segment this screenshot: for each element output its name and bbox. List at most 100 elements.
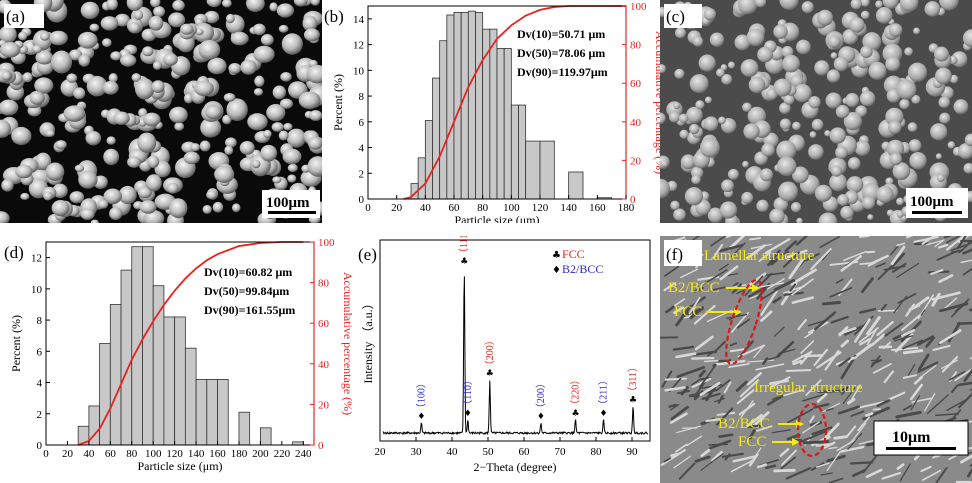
panel-label-b: (b)	[324, 7, 344, 26]
microstructure-texture	[730, 459, 753, 473]
powder-particle	[892, 162, 911, 180]
powder-particle	[78, 54, 91, 67]
powder-particle	[686, 106, 703, 124]
microstructure-texture	[842, 387, 856, 405]
microstructure-texture	[714, 397, 726, 403]
powder-particle	[885, 107, 904, 126]
microstructure-texture	[902, 349, 924, 355]
sem-powder-c: (c) 100μm	[660, 0, 972, 223]
powder-particle	[143, 112, 161, 127]
panel-label-e: (e)	[358, 245, 377, 264]
powder-particle	[230, 31, 249, 46]
microstructure-texture	[676, 366, 706, 378]
microstructure-texture	[700, 453, 724, 471]
powder-particle	[899, 0, 919, 12]
microstructure-texture	[677, 390, 690, 395]
y-tick-label: 12	[353, 40, 364, 52]
microstructure-texture	[686, 435, 703, 447]
y-tick-label: 0	[359, 194, 365, 206]
powder-particle	[859, 90, 876, 107]
powder-particle	[73, 87, 86, 100]
microstructure-texture	[956, 236, 967, 250]
panel-label-a: (a)	[6, 7, 25, 26]
powder-particle	[224, 137, 237, 148]
powder-particle	[689, 74, 709, 94]
microstructure-texture	[716, 407, 734, 426]
powder-particle	[66, 73, 78, 83]
microstructure-texture	[913, 236, 939, 243]
x-tick-label: 80	[591, 446, 603, 458]
powder-particle	[783, 94, 795, 105]
microstructure-texture	[894, 333, 914, 353]
powder-particle	[668, 111, 681, 123]
peak-index-label: （311）	[627, 362, 639, 397]
powder-particle	[247, 113, 268, 131]
powder-particle	[287, 174, 297, 183]
microstructure-texture	[676, 425, 702, 434]
microstructure-texture	[765, 271, 785, 277]
powder-particle	[837, 194, 849, 206]
microstructure-texture	[791, 285, 805, 291]
microstructure-texture	[833, 435, 849, 440]
powder-particle	[695, 100, 705, 110]
microstructure-texture	[764, 238, 791, 254]
size-statistic: Dv(10)=60.82 μm	[204, 265, 292, 279]
powder-particle	[198, 39, 221, 60]
histogram-bar	[131, 246, 143, 446]
powder-particle	[307, 137, 322, 150]
microstructure-texture	[917, 361, 939, 373]
y-tick-label: 8	[37, 315, 43, 327]
microstructure-texture	[755, 363, 785, 371]
microstructure-texture	[920, 465, 932, 473]
microstructure-texture	[760, 310, 773, 322]
powder-particle	[743, 123, 760, 140]
powder-particle	[938, 96, 950, 109]
microstructure-texture	[819, 236, 840, 248]
histogram-bar	[432, 77, 441, 200]
microstructure-texture	[771, 396, 779, 401]
microstructure-texture	[815, 462, 830, 468]
powder-particle	[947, 141, 956, 149]
microstructure-texture	[745, 244, 766, 260]
microstructure-texture	[896, 463, 905, 470]
microstructure-texture	[773, 278, 796, 292]
fcc-peak-marker: ♣	[460, 257, 468, 267]
powder-particle	[716, 68, 725, 78]
powder-particle	[195, 28, 204, 36]
powder-particle	[703, 8, 717, 21]
powder-particle	[282, 148, 302, 165]
powder-particle	[74, 164, 85, 172]
powder-particle	[782, 54, 800, 73]
powder-particle	[137, 132, 157, 153]
microstructure-texture	[694, 335, 714, 351]
microstructure-texture	[792, 359, 803, 366]
x-tick-label: 80	[126, 448, 138, 460]
microstructure-texture	[883, 370, 895, 384]
microstructure-texture	[770, 258, 778, 266]
powder-particle	[279, 98, 294, 109]
microstructure-texture	[663, 282, 677, 292]
microstructure-texture	[728, 363, 750, 369]
powder-particle	[935, 153, 942, 160]
powder-particle	[183, 151, 200, 165]
powder-particle	[110, 51, 122, 61]
legend-marker: ♣	[552, 250, 561, 261]
microstructure-texture	[784, 240, 798, 252]
microstructure-texture	[843, 250, 867, 262]
legend-label: FCC	[562, 247, 585, 261]
microstructure-texture	[829, 287, 853, 298]
microstructure-texture	[708, 443, 728, 446]
microstructure-texture	[773, 468, 796, 473]
microstructure-texture	[737, 344, 766, 358]
microstructure-texture	[821, 301, 841, 306]
microstructure-texture	[772, 296, 782, 304]
microstructure-texture	[758, 251, 772, 262]
microstructure-texture	[941, 359, 958, 369]
microstructure-texture	[739, 379, 760, 398]
powder-particle	[949, 74, 959, 84]
histogram-bar	[518, 104, 527, 200]
microstructure-texture	[896, 242, 906, 247]
microstructure-texture	[710, 236, 727, 247]
x-tick-label: 80	[477, 202, 489, 214]
powder-particle	[52, 183, 68, 198]
